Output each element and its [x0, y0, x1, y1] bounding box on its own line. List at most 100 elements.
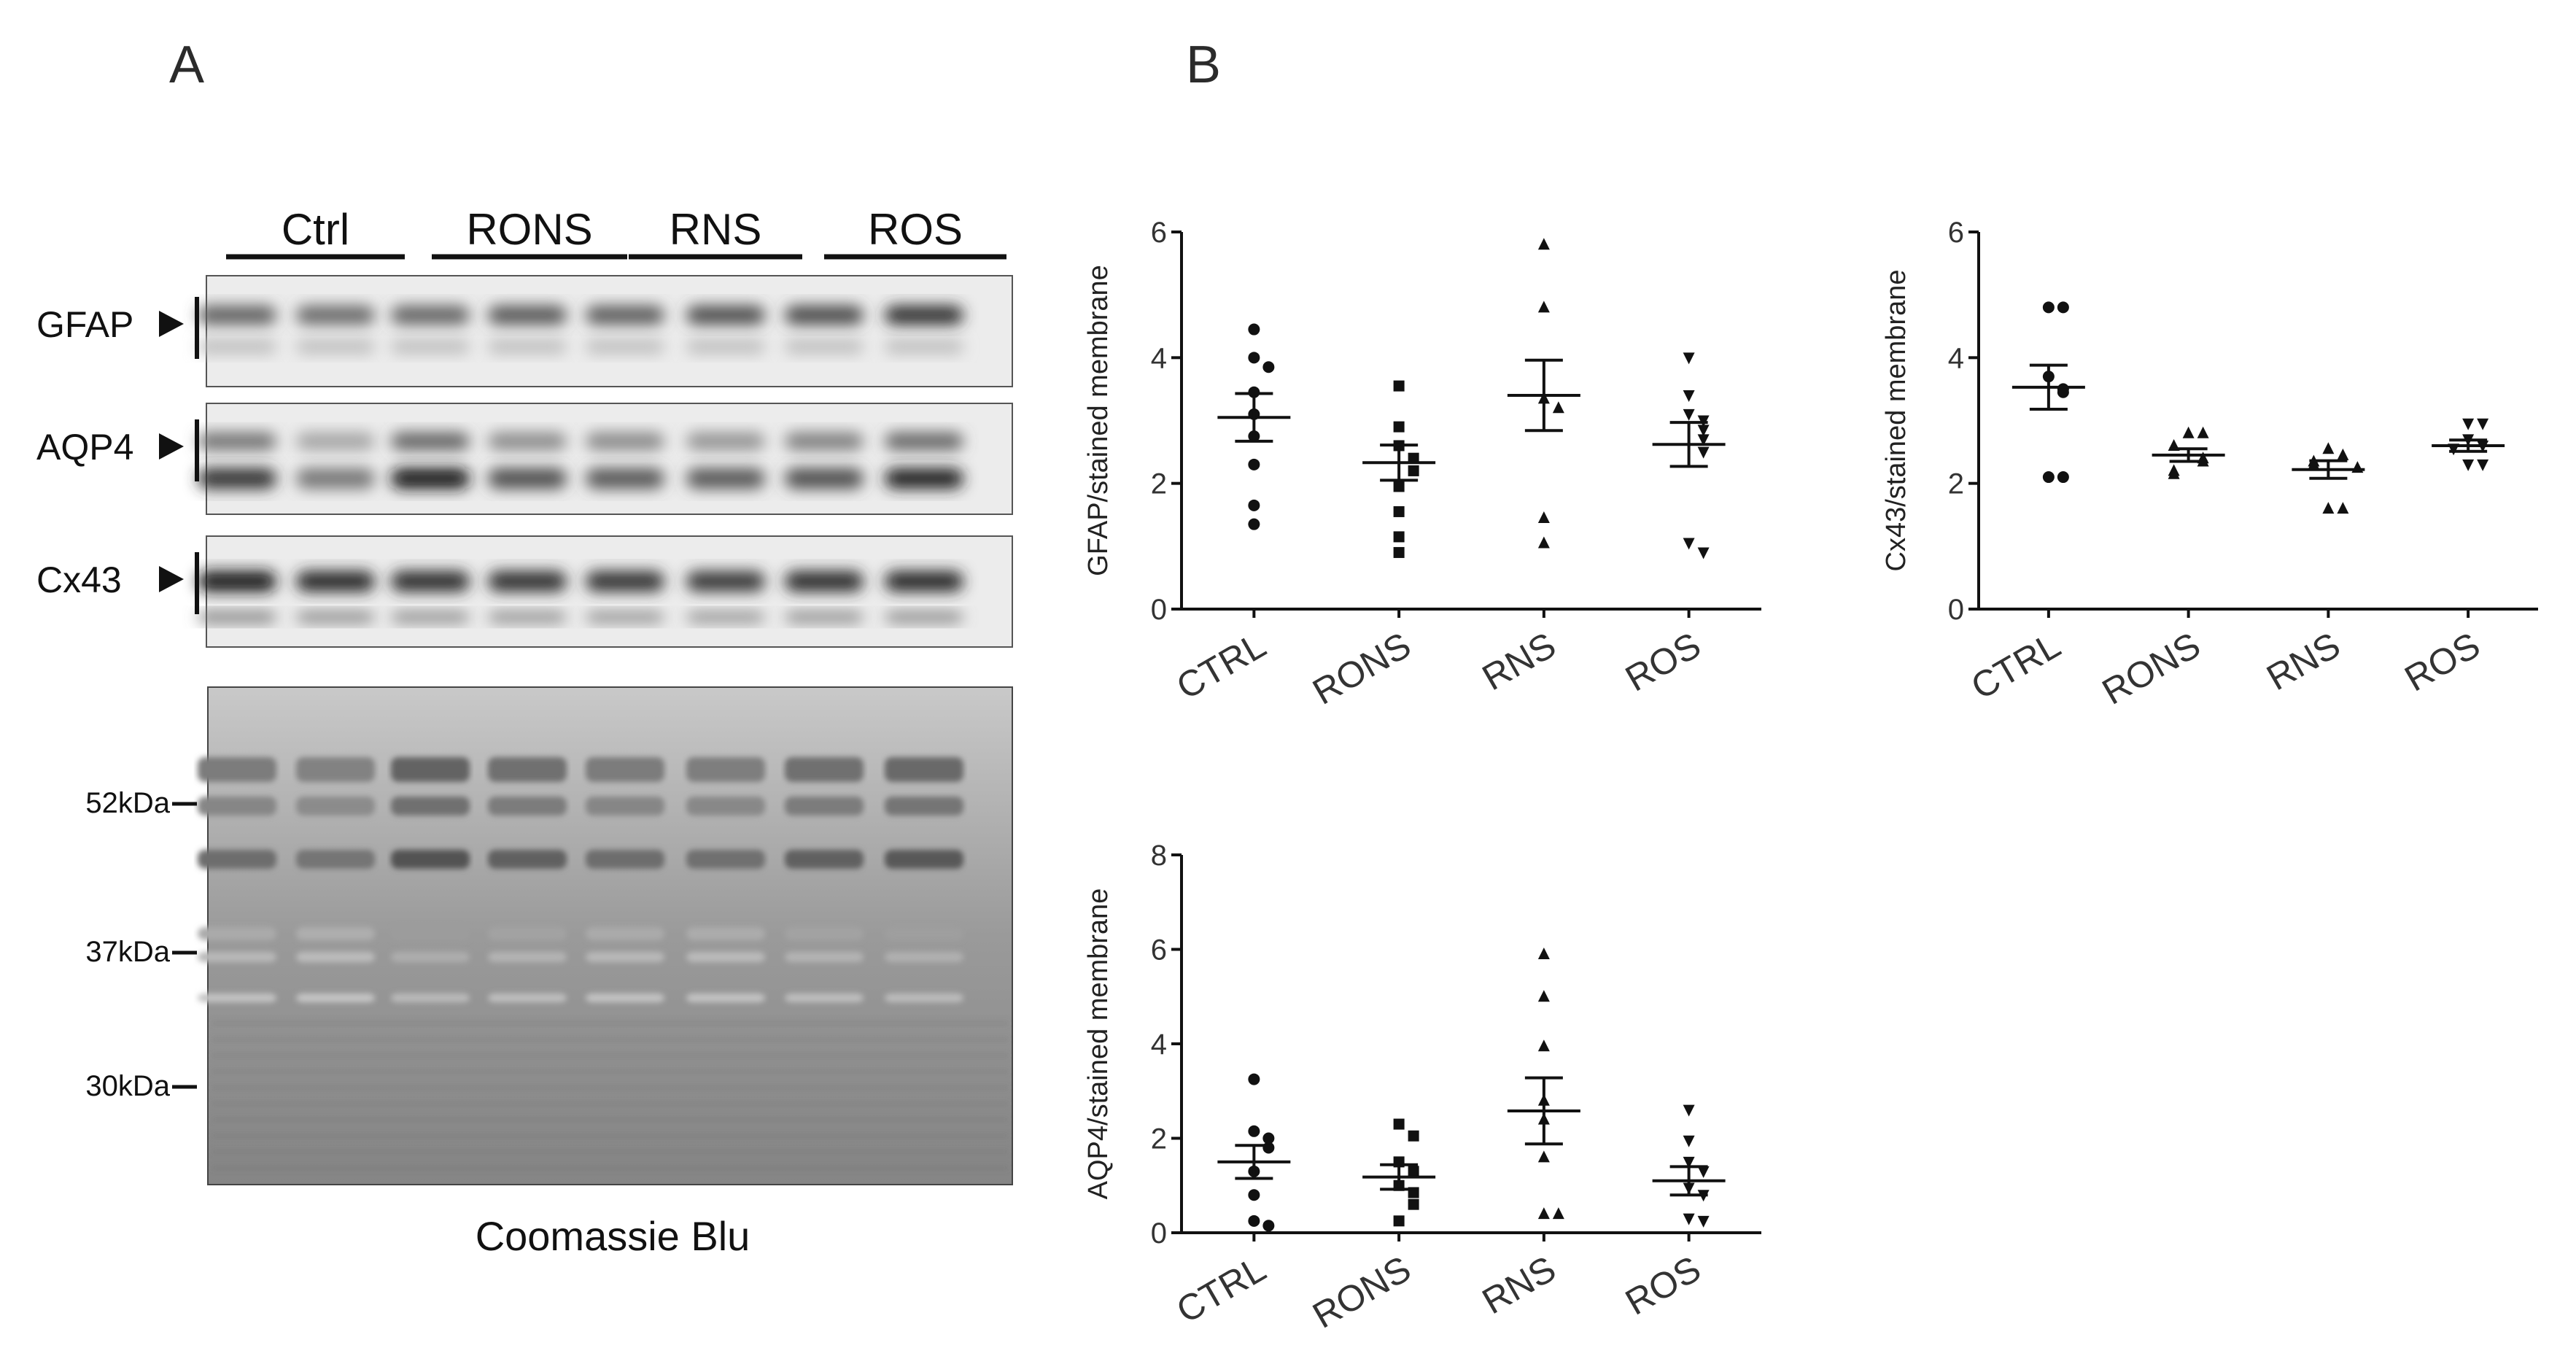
- blot-band: [586, 468, 664, 489]
- y-axis-title: GFAP/stained membrane: [1083, 265, 1114, 576]
- coomassie-band: [391, 850, 470, 869]
- y-axis-title: AQP4/stained membrane: [1083, 888, 1114, 1200]
- coomassie-band: [488, 797, 567, 816]
- data-point: [1248, 352, 1260, 364]
- blot-band: [488, 468, 567, 489]
- coomassie-streak: [212, 1150, 1009, 1154]
- chart-2: 0 2 4 6 Cx43/stained membrane CTRL RONS RNS ROS: [1881, 217, 2538, 713]
- coomassie-band: [391, 952, 470, 962]
- coomassie-band: [686, 993, 765, 1002]
- data-point: [1697, 1166, 1710, 1178]
- data-point: [1248, 518, 1260, 530]
- protein-label-cx43: Cx43: [36, 559, 122, 600]
- coomassie-streak: [212, 1037, 1009, 1042]
- coomassie-band: [885, 927, 963, 940]
- coomassie-band: [686, 927, 765, 940]
- data-point: [2168, 467, 2180, 479]
- data-point: [1683, 1135, 1695, 1147]
- data-point: [1683, 390, 1695, 403]
- blot-band: [785, 612, 864, 622]
- blot-strip-aqp4: AQP4: [36, 403, 1013, 515]
- data-point: [2337, 448, 2349, 460]
- data-point: [2351, 461, 2364, 473]
- data-point: [1393, 421, 1405, 433]
- data-point: [2057, 301, 2069, 314]
- coomassie-band: [586, 993, 664, 1002]
- data-point: [1697, 434, 1710, 446]
- coomassie-band: [296, 927, 375, 940]
- blot-band: [296, 306, 375, 325]
- panel-letter-b: B: [1186, 36, 1222, 94]
- coomassie-band: [198, 850, 276, 869]
- y-tick-label: 2: [1151, 468, 1167, 500]
- blot-band: [785, 306, 864, 325]
- coomassie-streak: [212, 1166, 1009, 1170]
- blot-band: [391, 306, 470, 325]
- blot-band: [686, 571, 765, 592]
- y-tick-label: 2: [1151, 1123, 1167, 1155]
- blot-strip-frame: [206, 403, 1013, 515]
- data-point: [1537, 1039, 1550, 1052]
- coomassie-band: [885, 850, 963, 869]
- blot-band: [885, 306, 963, 325]
- y-tick-label: 4: [1948, 342, 1964, 374]
- data-point: [1537, 1150, 1550, 1163]
- coomassie-band: [296, 797, 375, 816]
- data-point: [1262, 361, 1275, 373]
- coomassie-band: [586, 952, 664, 962]
- blot-band: [488, 306, 567, 325]
- blot-band-smear: [586, 339, 664, 354]
- blot-band-smear: [686, 339, 765, 354]
- data-point: [2057, 386, 2069, 398]
- coomassie-band: [391, 757, 470, 782]
- protein-arrow-icon: [159, 311, 184, 337]
- blot-band: [296, 468, 375, 489]
- marker-label-37kda: 37kDa: [85, 936, 170, 968]
- blot-band-smear: [198, 339, 276, 354]
- data-point: [2057, 471, 2069, 484]
- group-label-ros: ROS: [868, 205, 963, 254]
- data-point: [1552, 401, 1564, 414]
- blot-band: [198, 468, 276, 489]
- blot-band: [198, 433, 276, 450]
- blot-band: [586, 433, 664, 450]
- data-point: [2337, 502, 2349, 514]
- coomassie-band: [488, 993, 567, 1002]
- coomassie-band: [785, 797, 864, 816]
- group-label-rons: RONS: [466, 205, 592, 254]
- data-point: [1248, 499, 1260, 511]
- y-tick-label: 8: [1151, 840, 1167, 872]
- coomassie-band: [586, 850, 664, 869]
- x-category-label-ctrl: CTRL: [1964, 624, 2067, 708]
- x-category-label-ros: ROS: [2398, 624, 2487, 700]
- blot-band: [686, 468, 765, 489]
- data-point: [1697, 1215, 1710, 1228]
- data-point: [1537, 990, 1550, 1002]
- y-tick-label: 4: [1151, 342, 1167, 374]
- data-point: [1408, 452, 1419, 464]
- x-category-label-ros: ROS: [1618, 624, 1707, 700]
- data-point: [1393, 481, 1405, 492]
- x-category-label-rons: RONS: [1306, 624, 1418, 713]
- data-point: [1697, 446, 1710, 459]
- blot-band: [488, 433, 567, 450]
- coomassie-band: [885, 757, 963, 782]
- data-point: [2477, 418, 2489, 430]
- data-point: [1393, 380, 1405, 392]
- blot-band: [198, 612, 276, 622]
- data-point: [2477, 459, 2489, 471]
- y-tick-label: 0: [1948, 594, 1964, 626]
- blot-band-smear: [296, 339, 375, 354]
- coomassie-band: [296, 993, 375, 1002]
- coomassie-streak: [212, 1069, 1009, 1074]
- chart-1: 0 2 4 6 GFAP/stained membrane CTRL RONS RNS ROS: [1083, 217, 1761, 713]
- coomassie-band: [785, 927, 864, 940]
- coomassie-band: [785, 850, 864, 869]
- blot-strip-cx43: Cx43: [36, 535, 1013, 648]
- group-label-rns: RNS: [670, 205, 762, 254]
- western-blot: Ctrl RONS RNS ROS GFAP AQP4 Cx43 52kDa 37kDa 30…: [36, 205, 1013, 1259]
- protein-label-aqp4: AQP4: [36, 427, 133, 468]
- marker-label-30kda: 30kDa: [85, 1070, 170, 1102]
